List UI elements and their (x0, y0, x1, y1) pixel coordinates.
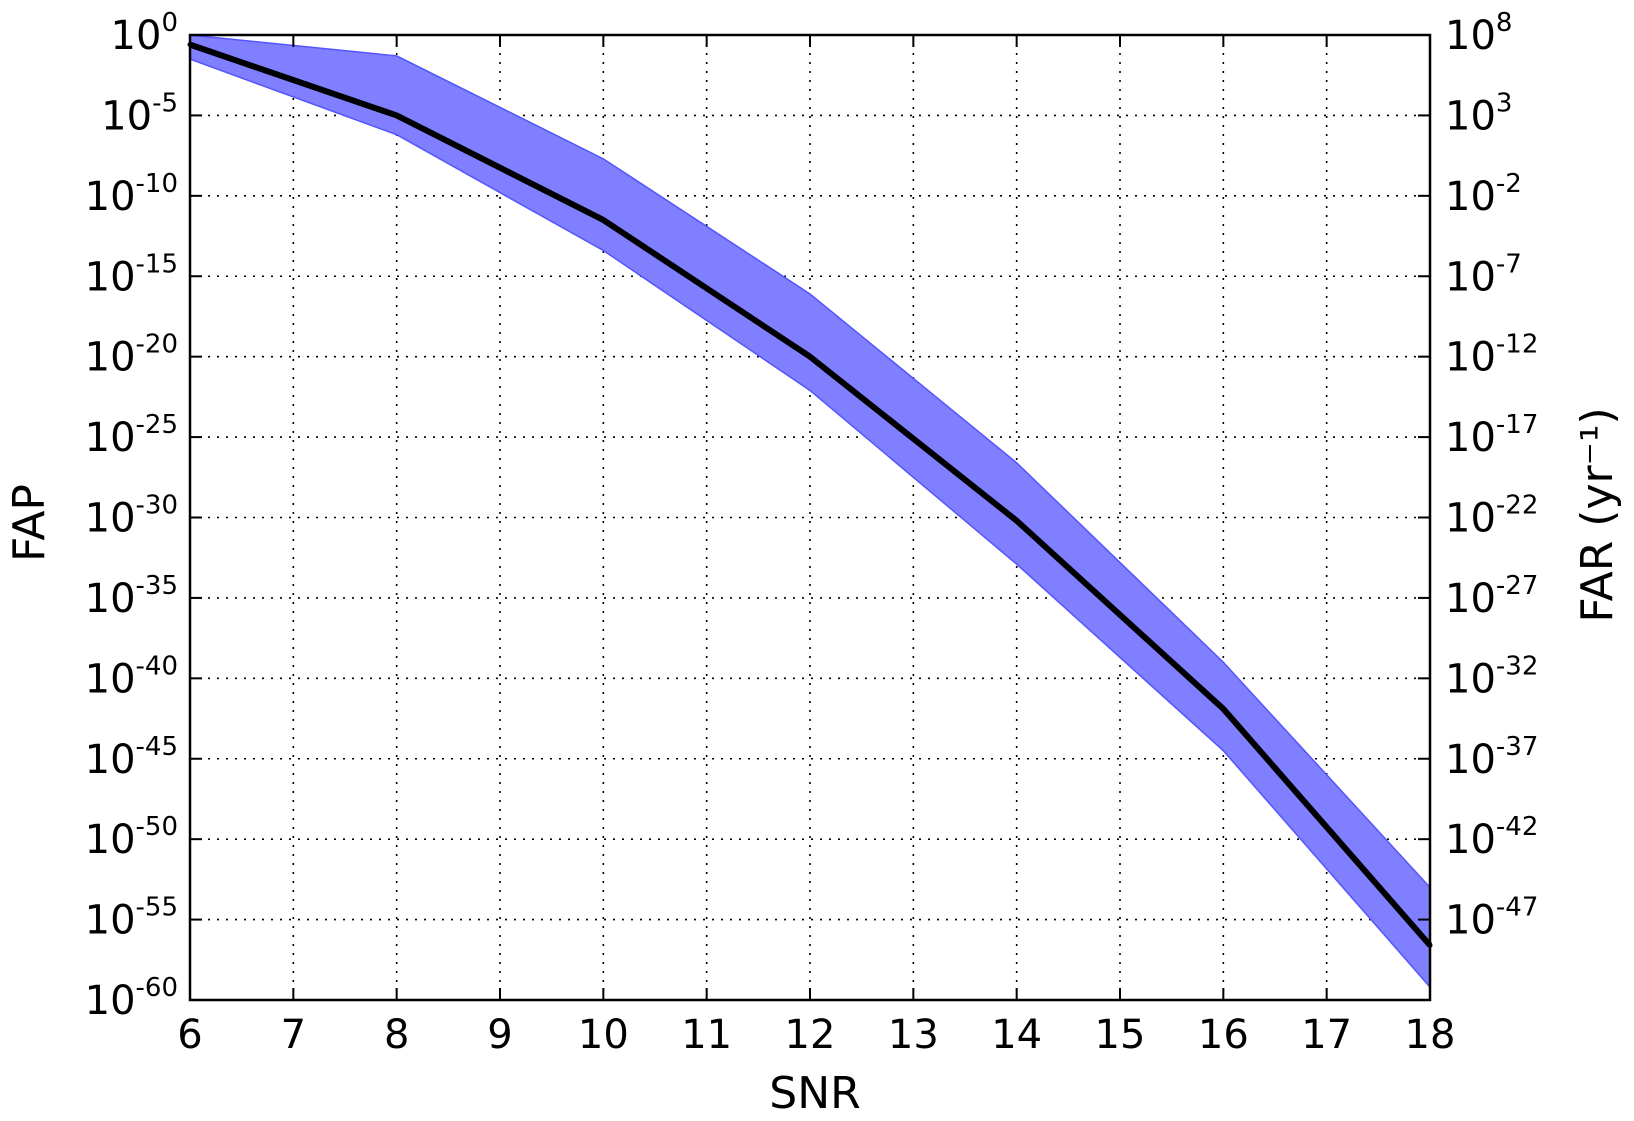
y2-tick-label: 10-22 (1445, 491, 1538, 542)
x-tick-label: 11 (681, 1012, 732, 1058)
y2-tick-label: 10-2 (1445, 169, 1522, 220)
median-point (600, 217, 606, 223)
median-point (807, 354, 813, 360)
y-tick-label: 10-60 (85, 973, 178, 1024)
x-tick-label: 15 (1095, 1012, 1146, 1058)
median-point (1220, 706, 1226, 712)
x-tick-label: 8 (384, 1012, 409, 1058)
x-tick-label: 9 (487, 1012, 512, 1058)
axes-layer (188, 33, 1432, 1002)
y-tick-label: 10-55 (85, 893, 178, 944)
x-axis-label: SNR (769, 1068, 860, 1119)
x-tick-label: 16 (1198, 1012, 1249, 1058)
x-tick-label: 14 (991, 1012, 1042, 1058)
y-tick-label: 10-15 (85, 249, 178, 300)
y-tick-label: 10-25 (85, 410, 178, 461)
y-tick-label: 10-40 (85, 651, 178, 702)
y2-tick-label: 10-47 (1445, 893, 1538, 944)
median-point (394, 112, 400, 118)
y2-tick-label: 10-17 (1445, 410, 1538, 461)
y-tick-label: 10-35 (85, 571, 178, 622)
y2-tick-label: 10-37 (1445, 732, 1538, 783)
median-point (1014, 518, 1020, 524)
y-tick-label: 10-50 (85, 812, 178, 863)
y-axis-label: FAP (4, 484, 55, 562)
y-tick-label: 10-30 (85, 491, 178, 542)
band-layer (189, 34, 1431, 990)
y2-tick-label: 103 (1445, 88, 1512, 139)
y-tick-label: 100 (111, 8, 178, 59)
x-tick-label: 6 (177, 1012, 202, 1058)
y-tick-label: 10-5 (101, 88, 178, 139)
y-tick-label: 10-10 (85, 169, 178, 220)
y2-tick-label: 10-7 (1445, 249, 1522, 300)
tick-labels: 6 7 8 9 10 11 12 13 14 15 16 17 18 100 10-5 10-10 10-15 1… (85, 8, 1539, 1058)
x-tick-label: 13 (888, 1012, 939, 1058)
plot-frame (188, 33, 1432, 1002)
x-tick-label: 12 (785, 1012, 836, 1058)
y2-tick-label: 10-32 (1445, 651, 1538, 702)
y-tick-label: 10-45 (85, 732, 178, 783)
y2-axis-label: FAR (yr⁻¹) (1572, 407, 1623, 622)
y2-tick-label: 10-27 (1445, 571, 1538, 622)
grid-layer (190, 35, 1430, 1000)
y2-tick-label: 108 (1445, 8, 1512, 59)
x-tick-label: 17 (1301, 1012, 1352, 1058)
x-tick-label: 18 (1405, 1012, 1456, 1058)
y2-tick-label: 10-12 (1445, 330, 1538, 381)
confidence-band (189, 34, 1431, 990)
x-tick-label: 10 (578, 1012, 629, 1058)
y-tick-label: 10-20 (85, 330, 178, 381)
y2-tick-label: 10-42 (1445, 812, 1538, 863)
x-tick-label: 7 (281, 1012, 306, 1058)
